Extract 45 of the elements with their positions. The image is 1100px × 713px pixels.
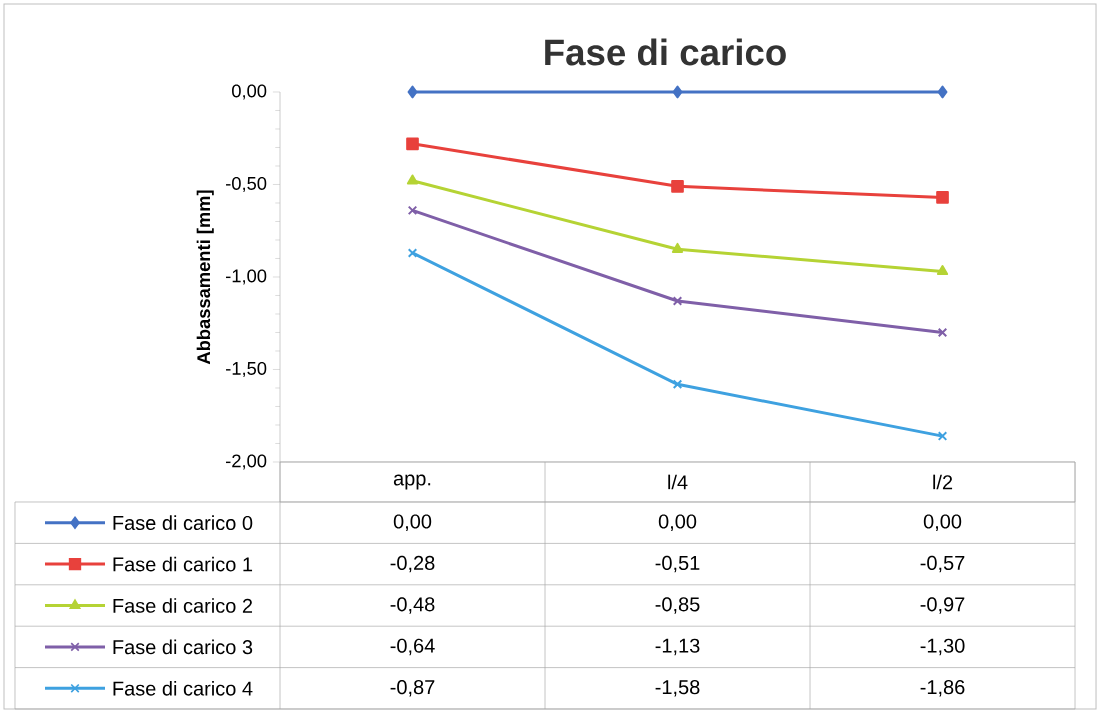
data-label: 0,00 xyxy=(393,514,432,531)
legend-label: Fase di carico 0 xyxy=(113,515,253,531)
data-label: -1,58 xyxy=(655,680,700,697)
y-tick-label: -1,00 xyxy=(226,269,267,285)
x-tick-label: l/2 xyxy=(933,474,953,490)
data-label: -0,28 xyxy=(390,555,435,573)
data-label: -1,86 xyxy=(920,680,965,697)
data-label: -0,64 xyxy=(390,638,435,656)
point xyxy=(937,431,948,441)
point xyxy=(937,85,948,99)
legend-label: Fase di carico 2 xyxy=(113,598,253,613)
data-label: -0,97 xyxy=(920,597,965,614)
y-axis-title: Abbassamenti [mm] xyxy=(196,190,214,365)
data-label: -1,30 xyxy=(920,638,965,656)
y-tick-label: -1,50 xyxy=(226,361,267,378)
x-tick-label: app. xyxy=(393,474,431,490)
y-tick-label: 0,00 xyxy=(232,84,267,100)
point xyxy=(671,242,684,253)
point xyxy=(672,296,683,306)
data-label: -0,87 xyxy=(390,680,435,697)
x-tick-label: l/4 xyxy=(668,474,688,490)
point xyxy=(406,137,419,151)
chart-title: Fase di carico xyxy=(545,38,786,66)
data-label: -0,57 xyxy=(920,555,965,573)
legend-label: Fase di carico 1 xyxy=(113,556,253,572)
point xyxy=(407,205,418,216)
y-tick-label: -0,50 xyxy=(226,176,267,193)
point xyxy=(936,265,949,276)
data-label: -0,48 xyxy=(390,597,435,614)
point xyxy=(406,174,419,185)
legend-label: Fase di carico 3 xyxy=(113,639,253,655)
point xyxy=(936,191,949,204)
data-label: -0,85 xyxy=(655,597,700,614)
point xyxy=(672,85,683,99)
point xyxy=(407,248,418,258)
point xyxy=(671,180,684,193)
data-label: 0,00 xyxy=(923,514,962,531)
y-tick-label: -2,00 xyxy=(226,454,267,470)
legend-label: Fase di carico 4 xyxy=(113,680,253,696)
point xyxy=(672,379,683,390)
data-label: -0,51 xyxy=(655,555,700,573)
data-label: -1,13 xyxy=(655,638,700,656)
data-label: 0,00 xyxy=(658,514,697,531)
point xyxy=(937,327,948,338)
point xyxy=(407,85,418,99)
